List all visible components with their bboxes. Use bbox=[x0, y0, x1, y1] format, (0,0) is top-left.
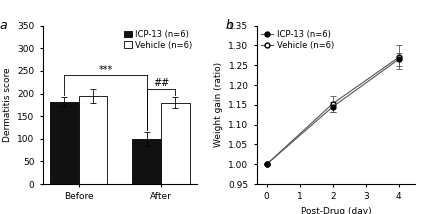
Line: ICP-13 (n=6): ICP-13 (n=6) bbox=[264, 57, 401, 167]
Text: a: a bbox=[0, 19, 7, 32]
Legend: ICP-13 (n=6), Vehicle (n=6): ICP-13 (n=6), Vehicle (n=6) bbox=[124, 30, 193, 49]
Text: ##: ## bbox=[153, 78, 169, 88]
ICP-13 (n=6) bbox=[264, 163, 269, 166]
Legend: ICP-13 (n=6), Vehicle (n=6): ICP-13 (n=6), Vehicle (n=6) bbox=[261, 30, 334, 49]
Bar bbox=[132, 139, 161, 184]
Bar bbox=[50, 102, 79, 184]
ICP-13 (n=6) bbox=[396, 58, 401, 61]
ICP-13 (n=6) bbox=[330, 106, 335, 108]
Bar bbox=[79, 96, 107, 184]
Vehicle (n=6) bbox=[396, 56, 401, 59]
Vehicle (n=6) bbox=[264, 163, 269, 166]
Vehicle (n=6) bbox=[330, 102, 335, 105]
Y-axis label: Dermatitis score: Dermatitis score bbox=[3, 68, 12, 142]
Bar bbox=[161, 103, 190, 184]
Text: ***: *** bbox=[98, 65, 113, 74]
Text: b: b bbox=[225, 19, 233, 32]
X-axis label: Post-Drug (day): Post-Drug (day) bbox=[300, 207, 372, 214]
Line: Vehicle (n=6): Vehicle (n=6) bbox=[264, 55, 401, 167]
Y-axis label: Weight gain (ratio): Weight gain (ratio) bbox=[214, 62, 223, 147]
